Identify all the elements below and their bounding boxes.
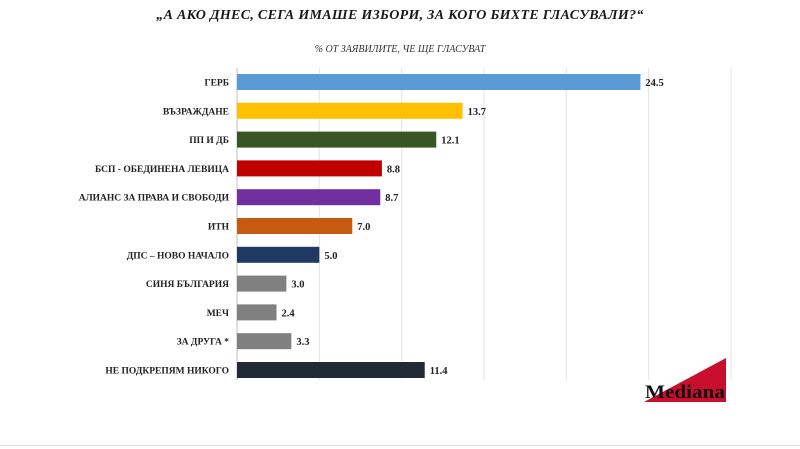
chart-subtitle: % ОТ ЗАЯВИЛИТЕ, ЧЕ ЩЕ ГЛАСУВАТ: [314, 44, 486, 55]
data-label: 13.7: [468, 107, 486, 118]
mediana-logo: Mediana: [644, 358, 726, 403]
data-label: 2.4: [282, 308, 296, 319]
category-label: АЛИАНС ЗА ПРАВА И СВОБОДИ: [79, 194, 230, 204]
category-label: СИНЯ БЪЛГАРИЯ: [146, 280, 229, 290]
category-label: ПП И ДБ: [189, 136, 229, 146]
data-label: 24.5: [645, 78, 663, 89]
category-label: МЕЧ: [207, 309, 229, 319]
category-label: ИТН: [208, 223, 230, 233]
category-label: ЗА ДРУГА *: [177, 338, 230, 348]
bar: [237, 246, 320, 263]
data-label: 5.0: [324, 251, 337, 262]
bar: [237, 218, 353, 234]
category-label: БСП - ОБЕДИНЕНА ЛЕВИЦА: [95, 165, 229, 175]
bar: [237, 160, 382, 177]
bar: [237, 74, 641, 90]
data-label: 12.1: [441, 136, 459, 147]
bar: [237, 102, 463, 119]
bar: [237, 333, 292, 350]
bar: [237, 189, 381, 206]
bar: [237, 304, 277, 321]
data-label: 3.3: [296, 337, 309, 348]
data-label: 11.4: [430, 366, 449, 377]
data-label: 3.0: [291, 280, 304, 291]
chart-title: „А АКО ДНЕС, СЕГА ИМАШЕ ИЗБОРИ, ЗА КОГО …: [156, 8, 644, 23]
svg-text:Mediana: Mediana: [645, 382, 726, 403]
category-label: ДПС – НОВО НАЧАЛО: [127, 251, 229, 261]
data-label: 8.8: [387, 164, 400, 175]
bar: [237, 362, 425, 378]
category-label: ГЕРБ: [205, 79, 229, 89]
bottom-rule: [0, 445, 800, 446]
category-label: НЕ ПОДКРЕПЯМ НИКОГО: [105, 367, 229, 377]
bar: [237, 275, 287, 292]
bar: [237, 131, 437, 148]
data-label: 7.0: [357, 222, 370, 233]
data-label: 8.7: [385, 193, 398, 204]
category-label: ВЪЗРАЖДАНЕ: [163, 107, 229, 117]
